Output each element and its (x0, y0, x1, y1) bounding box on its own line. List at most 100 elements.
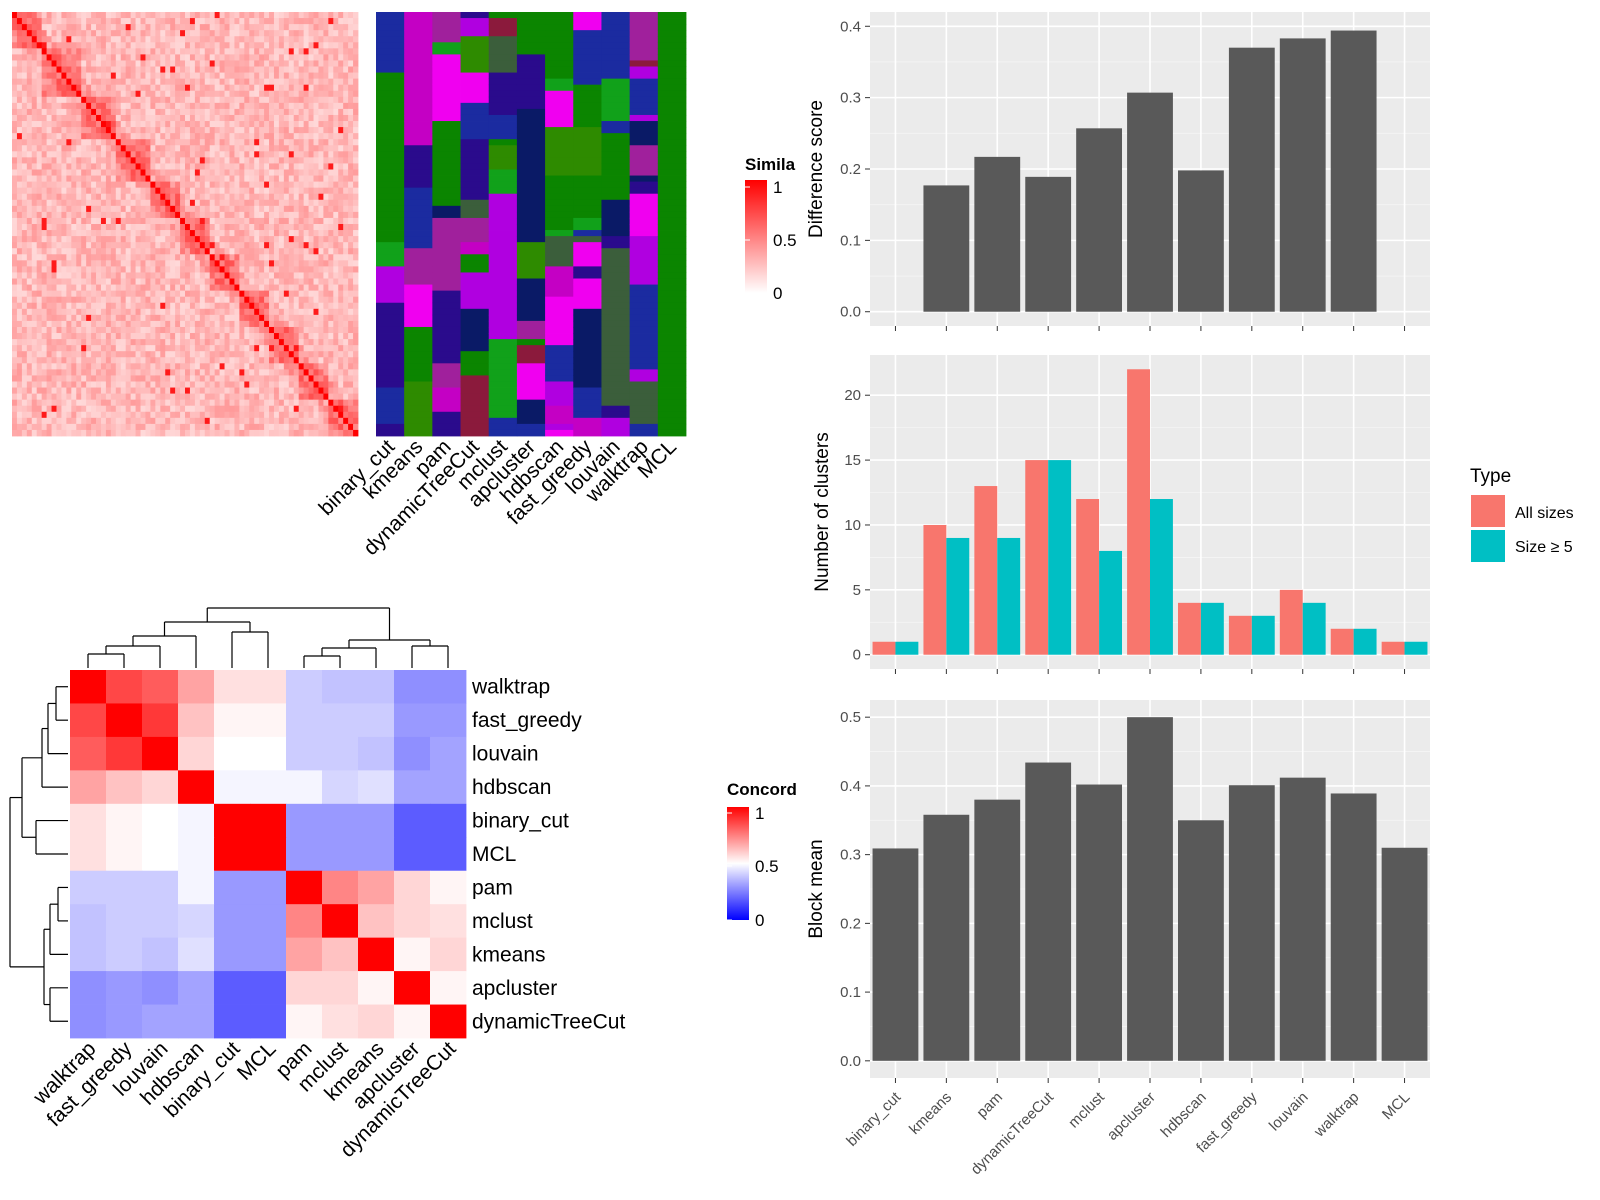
similarity-cell (308, 399, 314, 407)
similarity-cell (348, 18, 354, 25)
similarity-cell (229, 351, 235, 358)
similarity-cell (288, 320, 295, 328)
similarity-cell (283, 411, 290, 419)
similarity-cell (313, 127, 319, 134)
similarity-cell (51, 248, 57, 255)
similarity-cell (160, 102, 166, 110)
similarity-cell (175, 127, 181, 134)
similarity-cell (175, 30, 181, 37)
similarity-cell (264, 84, 270, 92)
similarity-cell (170, 363, 176, 370)
similarity-cell (12, 260, 18, 267)
similarity-cell (224, 278, 230, 285)
similarity-cell (343, 423, 349, 431)
similarity-cell (105, 272, 112, 279)
similarity-cell (199, 163, 206, 170)
similarity-cell (214, 157, 220, 164)
similarity-cell (110, 363, 117, 370)
similarity-cell (254, 314, 260, 322)
similarity-cell (259, 169, 265, 176)
similarity-cell (110, 114, 117, 122)
similarity-cell (328, 290, 334, 298)
similarity-cell (100, 102, 107, 110)
similarity-cell (76, 217, 82, 225)
similarity-cell (86, 217, 92, 225)
similarity-cell (125, 84, 132, 92)
similarity-cell (16, 193, 23, 201)
similarity-cell (185, 296, 191, 304)
similarity-cell (273, 72, 280, 80)
similarity-cell (273, 357, 280, 364)
similarity-cell (120, 181, 127, 189)
similarity-cell (150, 284, 156, 292)
similarity-cell (194, 405, 201, 413)
similarity-cell (150, 399, 156, 407)
similarity-cell (115, 151, 122, 158)
similarity-cell (120, 12, 127, 19)
similarity-cell (249, 363, 255, 370)
similarity-cell (150, 429, 156, 437)
similarity-cell (343, 260, 349, 267)
similarity-cell (31, 399, 38, 407)
similarity-cell (214, 108, 220, 116)
similarity-cell (76, 54, 82, 61)
similarity-cell (185, 345, 191, 352)
similarity-cell (283, 72, 290, 80)
similarity-cell (71, 339, 77, 346)
similarity-cell (229, 30, 235, 37)
similarity-cell (328, 375, 334, 382)
similarity-cell (105, 429, 112, 437)
similarity-cell (308, 127, 314, 134)
similarity-cell (224, 181, 230, 189)
similarity-cell (41, 266, 47, 273)
similarity-cell (21, 78, 28, 86)
similarity-cell (353, 357, 359, 364)
similarity-cell (140, 54, 146, 61)
similarity-cell (239, 181, 245, 189)
similarity-cell (269, 405, 275, 413)
similarity-cell (71, 272, 77, 279)
similarity-cell (180, 211, 186, 219)
similarity-cell (135, 205, 141, 213)
similarity-cell (209, 393, 216, 401)
similarity-cell (115, 127, 122, 134)
similarity-cell (239, 169, 245, 176)
similarity-cell (150, 290, 156, 298)
similarity-cell (254, 18, 260, 25)
similarity-cell (298, 411, 305, 419)
similarity-cell (91, 278, 97, 285)
similarity-cell (21, 114, 28, 122)
similarity-cell (298, 314, 305, 322)
similarity-cell (318, 114, 324, 122)
similarity-cell (100, 18, 107, 25)
similarity-cell (189, 230, 196, 237)
similarity-cell (283, 423, 290, 431)
similarity-cell (269, 254, 275, 261)
similarity-cell (283, 345, 290, 352)
similarity-cell (160, 248, 166, 255)
similarity-cell (155, 399, 161, 407)
similarity-cell (204, 187, 211, 195)
similarity-cell (175, 90, 181, 98)
similarity-cell (26, 54, 33, 61)
similarity-cell (170, 417, 176, 425)
similarity-cell (175, 417, 181, 425)
similarity-cell (130, 18, 136, 25)
similarity-cell (175, 145, 181, 152)
similarity-cell (120, 217, 127, 225)
similarity-cell (130, 284, 136, 292)
similarity-cell (229, 363, 235, 370)
similarity-cell (91, 320, 97, 328)
similarity-cell (115, 163, 122, 170)
membership-cell (376, 345, 405, 352)
similarity-cell (100, 405, 107, 413)
similarity-cell (135, 187, 141, 195)
similarity-cell (61, 121, 67, 128)
similarity-cell (81, 60, 87, 67)
similarity-cell (12, 199, 18, 207)
similarity-cell (135, 381, 141, 388)
similarity-cell (46, 42, 52, 49)
similarity-cell (165, 54, 171, 61)
similarity-cell (269, 423, 275, 431)
similarity-cell (96, 12, 102, 19)
